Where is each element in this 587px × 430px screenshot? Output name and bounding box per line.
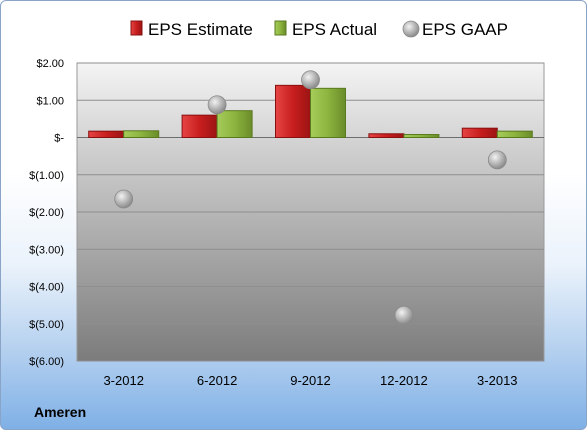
y-tick-label: $(6.00) — [29, 356, 64, 368]
eps-estimate-legend-swatch — [130, 20, 143, 36]
eps-gaap-point — [301, 70, 320, 90]
eps-actual-bar — [403, 134, 440, 139]
eps-estimate-legend-label: EPS Estimate — [148, 20, 253, 39]
x-tick-label: 9-2012 — [290, 373, 330, 388]
eps-gaap-point — [207, 95, 227, 115]
y-tick-label: $(1.00) — [29, 170, 64, 182]
eps-actual-legend-swatch — [274, 20, 287, 36]
eps-estimate-bar — [181, 114, 218, 139]
eps-estimate-bar — [275, 84, 311, 138]
company-label: Ameren — [34, 404, 86, 420]
y-tick-label: $(3.00) — [29, 244, 64, 256]
gaap-points — [114, 70, 507, 325]
y-tick-label: $1.00 — [36, 95, 64, 107]
eps-estimate-bar — [461, 127, 498, 138]
y-tick-label: $(2.00) — [29, 207, 64, 219]
bars — [88, 84, 533, 139]
eps-actual-bar — [310, 87, 346, 138]
y-axis-ticks: $2.00 $1.00 $- $(1.00) $(2.00) $(3.00) $(4.00)… — [29, 58, 64, 368]
eps-gaap-point — [114, 189, 134, 209]
y-tick-label: $2.00 — [36, 58, 64, 70]
legend: EPS Estimate EPS Actual EPS GAAP — [130, 20, 508, 39]
eps-gaap-legend-swatch — [402, 20, 420, 38]
eps-estimate-bar — [368, 133, 405, 138]
eps-gaap-point — [487, 150, 507, 170]
x-tick-label: 3-2013 — [477, 373, 517, 388]
eps-gaap-legend-label: EPS GAAP — [422, 20, 508, 39]
eps-estimate-bar — [88, 130, 125, 138]
x-tick-label: 6-2012 — [197, 373, 237, 388]
eps-gaap-point — [394, 305, 414, 325]
gridlines — [77, 62, 544, 362]
eps-actual-legend-label: EPS Actual — [292, 20, 377, 39]
x-axis-ticks: 3-2012 6-2012 9-2012 12-2012 3-2013 — [103, 373, 517, 388]
eps-actual-bar — [496, 130, 533, 138]
y-tick-label: $(5.00) — [29, 319, 64, 331]
eps-actual-bar — [216, 110, 253, 138]
eps-actual-bar — [123, 130, 160, 138]
y-tick-label: $(4.00) — [29, 282, 64, 294]
y-tick-label: $- — [54, 133, 64, 145]
x-tick-label: 3-2012 — [103, 373, 143, 388]
x-tick-label: 12-2012 — [380, 373, 428, 388]
